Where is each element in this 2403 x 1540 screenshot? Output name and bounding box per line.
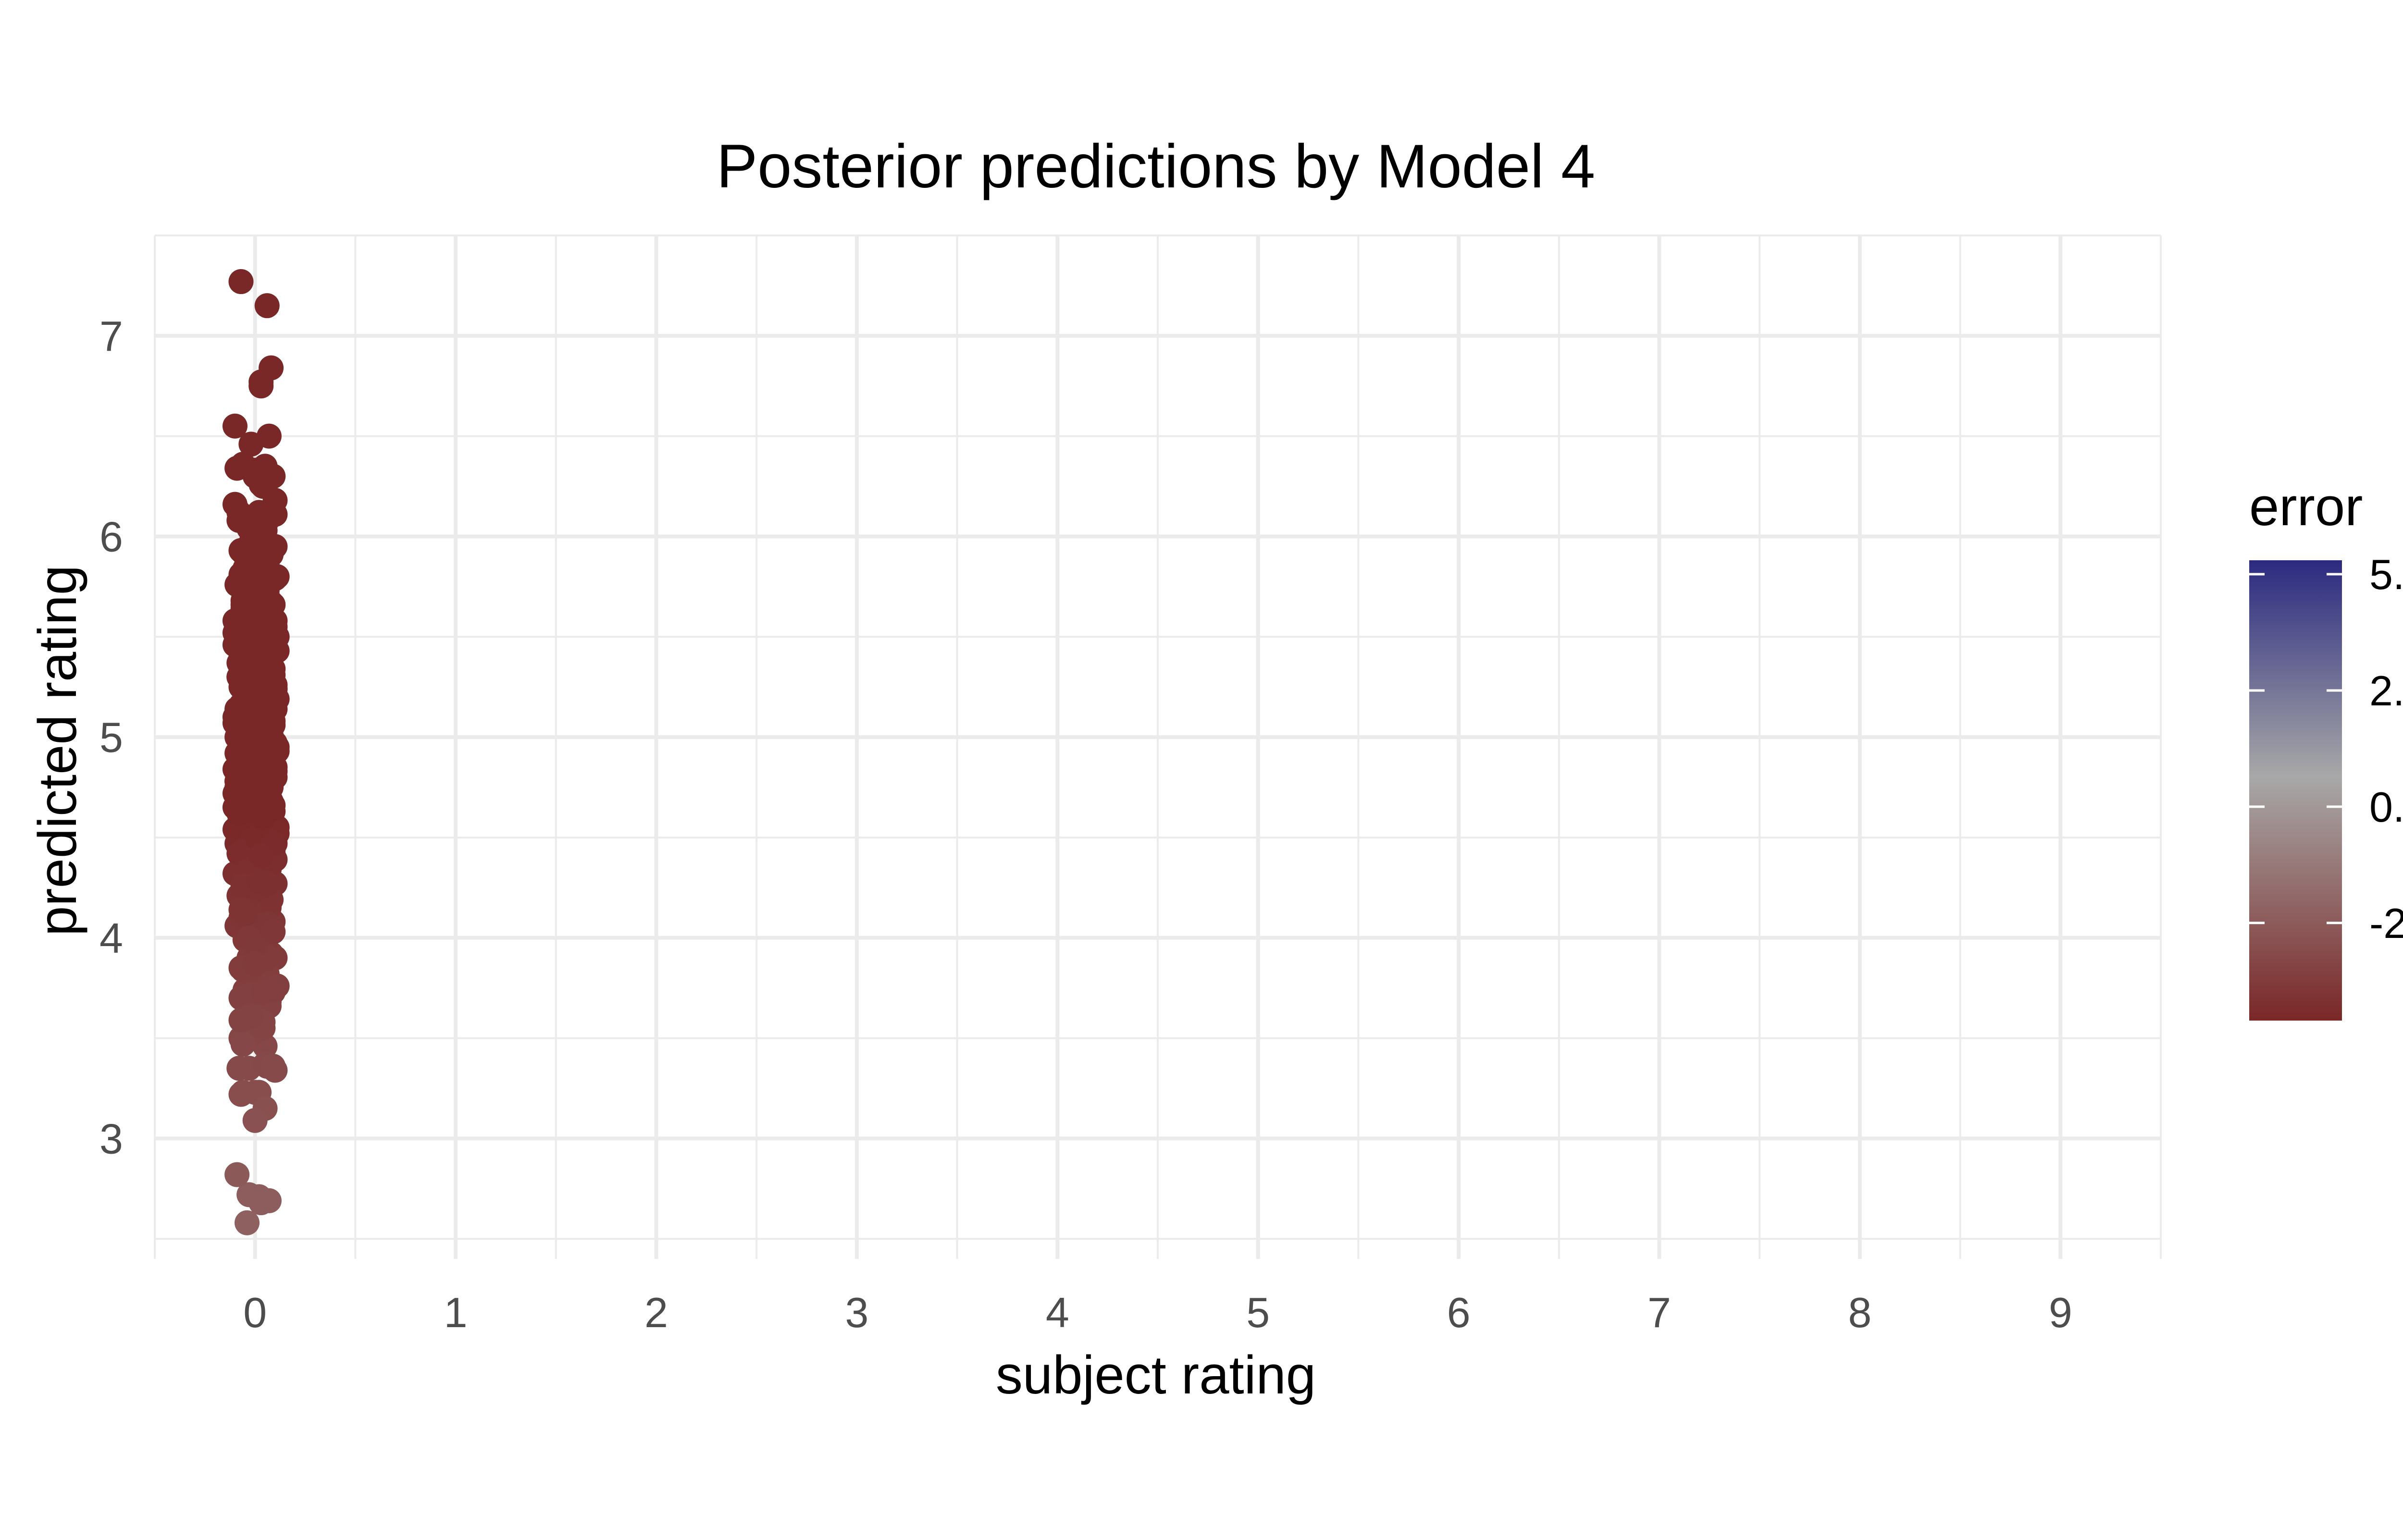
x-tick-label: 5 xyxy=(1246,1289,1270,1336)
data-point xyxy=(224,769,250,794)
data-point xyxy=(242,951,268,977)
data-point xyxy=(248,843,274,868)
data-point xyxy=(242,933,268,959)
data-point xyxy=(262,566,288,591)
data-point xyxy=(259,542,284,567)
y-axis-ticks: 3 4 5 6 7 xyxy=(99,312,123,1163)
x-tick-label: 0 xyxy=(243,1289,267,1336)
chart-title: Posterior predictions by Model 4 xyxy=(717,132,1595,201)
legend-tick-label: 2.5 xyxy=(2369,667,2403,715)
data-point xyxy=(242,1108,268,1133)
y-tick-label: 4 xyxy=(99,914,123,962)
grid xyxy=(154,234,2162,1259)
data-point xyxy=(222,710,248,736)
data-point xyxy=(252,751,278,776)
x-tick-label: 1 xyxy=(444,1289,468,1336)
legend-title: error xyxy=(2249,477,2363,537)
data-point xyxy=(224,1162,250,1187)
data-point xyxy=(254,293,280,319)
x-tick-label: 7 xyxy=(1647,1289,1671,1336)
data-point xyxy=(250,979,276,1005)
y-tick-label: 5 xyxy=(99,714,123,761)
data-point xyxy=(226,801,252,826)
data-point xyxy=(222,492,248,517)
legend-tick-label: -2.5 xyxy=(2369,899,2403,947)
legend-ticks: 5.0 2.5 0.0 -2.5 xyxy=(2249,551,2403,947)
data-point xyxy=(230,452,256,477)
x-tick-label: 3 xyxy=(845,1289,868,1336)
data-point xyxy=(236,652,262,678)
data-point xyxy=(254,871,280,896)
data-point xyxy=(260,919,286,945)
data-point xyxy=(259,775,284,800)
data-point xyxy=(252,634,278,660)
x-tick-label: 2 xyxy=(644,1289,668,1336)
data-point xyxy=(238,431,264,457)
data-point xyxy=(228,1082,254,1107)
x-axis-title: subject rating xyxy=(996,1345,1316,1405)
x-tick-label: 6 xyxy=(1447,1289,1471,1336)
data-point xyxy=(262,730,288,756)
data-point xyxy=(262,672,288,698)
legend: error 5.0 2.5 0.0 -2.5 xyxy=(2249,477,2403,1021)
data-point xyxy=(232,901,258,926)
x-axis-ticks: 0 1 2 3 4 5 6 7 8 9 xyxy=(243,1289,2072,1336)
data-point xyxy=(228,269,254,295)
legend-tick-label: 0.0 xyxy=(2369,783,2403,831)
data-point xyxy=(260,713,286,738)
y-axis-title: predicted rating xyxy=(27,565,87,936)
data-point xyxy=(235,1210,260,1235)
data-point xyxy=(238,1003,264,1029)
legend-colorbar xyxy=(2249,560,2342,1021)
y-tick-label: 6 xyxy=(99,513,123,560)
x-tick-label: 4 xyxy=(1046,1289,1069,1336)
x-tick-label: 8 xyxy=(1848,1289,1871,1336)
data-point xyxy=(247,1184,272,1209)
data-point xyxy=(236,737,262,762)
data-point xyxy=(259,355,284,381)
legend-tick-label: 5.0 xyxy=(2369,551,2403,598)
data-point xyxy=(256,500,282,525)
data-point xyxy=(222,413,248,439)
data-point xyxy=(250,805,276,830)
data-point xyxy=(228,624,254,650)
data-point xyxy=(230,1032,256,1057)
y-tick-label: 3 xyxy=(99,1115,123,1162)
points xyxy=(222,269,290,1235)
y-tick-label: 7 xyxy=(99,312,123,360)
x-tick-label: 9 xyxy=(2049,1289,2072,1336)
data-point xyxy=(262,1058,288,1083)
